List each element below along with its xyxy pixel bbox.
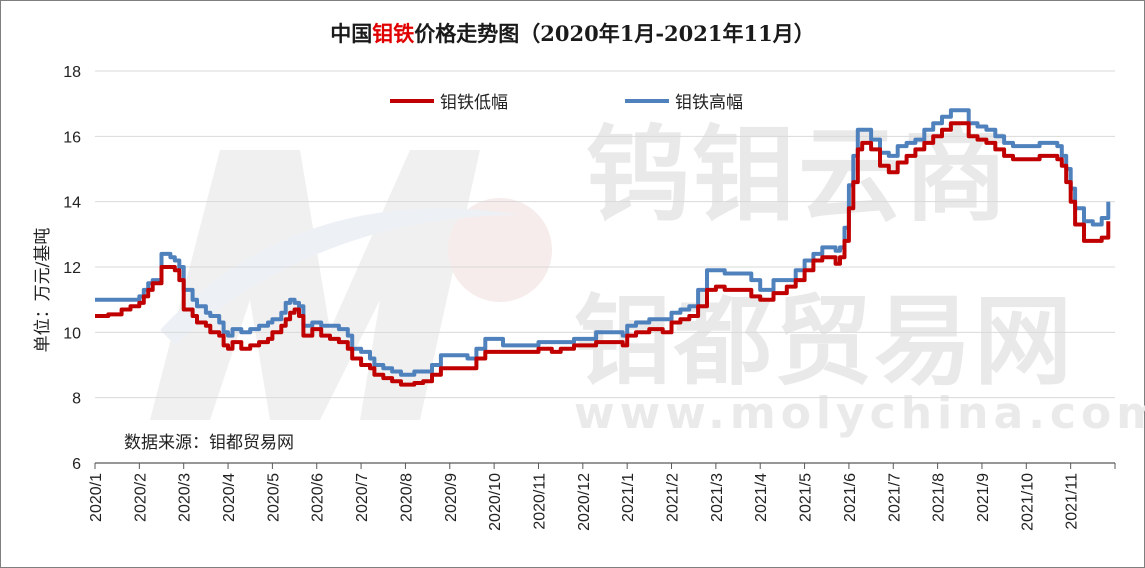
x-tick-label: 2021/10 (1019, 473, 1036, 531)
y-tick-label: 18 (63, 64, 81, 81)
series-line-low (95, 121, 1111, 387)
x-tick-label: 2020/11 (531, 473, 548, 530)
x-tick-label: 2020/8 (398, 473, 415, 522)
x-tick-label: 2021/6 (842, 473, 859, 522)
watermark-swoosh (160, 208, 520, 345)
series-line-high (95, 108, 1111, 377)
x-tick-label: 2020/5 (265, 473, 282, 522)
title-suffix: 价格走势图（2020年1月-2021年11月） (414, 21, 815, 46)
x-tick-label: 2021/9 (975, 473, 992, 522)
x-tick-label: 2020/1 (88, 473, 105, 522)
x-tick-label: 2020/12 (576, 473, 593, 531)
axes: 6 8 10 12 14 16 18 2020/1 2020/2 2020/3 2020/4 2020… (63, 64, 1116, 531)
x-tick-label: 2021/8 (931, 473, 948, 522)
legend-item-high-label: 钼铁高幅 (675, 93, 743, 113)
x-tick-label: 2021/3 (709, 473, 726, 522)
x-tick-label: 2020/10 (487, 473, 504, 531)
y-tick-label: 10 (63, 325, 81, 342)
x-tick-label: 2020/3 (177, 473, 194, 522)
y-tick-label: 6 (72, 456, 81, 473)
y-tick-label: 14 (63, 195, 81, 212)
x-tick-label: 2020/4 (221, 473, 238, 522)
series-lines (95, 108, 1111, 387)
x-tick-label: 2021/4 (753, 473, 770, 522)
title-highlight: 钼铁 (372, 21, 415, 46)
data-source-note: 数据来源：钼都贸易网 (124, 433, 294, 453)
watermark-circle (448, 198, 552, 302)
legend-item-low-label: 钼铁低幅 (440, 93, 508, 113)
y-tick-label: 16 (63, 129, 81, 146)
chart-title: 中国钼铁价格走势图（2020年1月-2021年11月） (0, 18, 1145, 48)
x-tick-label: 2020/9 (443, 473, 460, 522)
y-tick-label: 8 (72, 391, 81, 408)
x-tick-label: 2020/2 (132, 473, 149, 522)
watermark-logo-graphic (150, 150, 552, 420)
x-tick-label: 2020/6 (310, 473, 327, 522)
legend: 钼铁低幅 钼铁高幅 (390, 93, 743, 113)
title-prefix: 中国 (330, 21, 373, 46)
x-tick-label: 2021/5 (798, 473, 815, 522)
x-tick-label: 2020/7 (354, 473, 371, 522)
x-tick-label: 2021/11 (1064, 473, 1081, 530)
x-tick-label: 2021/1 (620, 473, 637, 522)
x-tick-label: 2021/7 (886, 473, 903, 522)
x-tick-label: 2021/2 (665, 473, 682, 522)
y-tick-label: 12 (63, 260, 81, 277)
